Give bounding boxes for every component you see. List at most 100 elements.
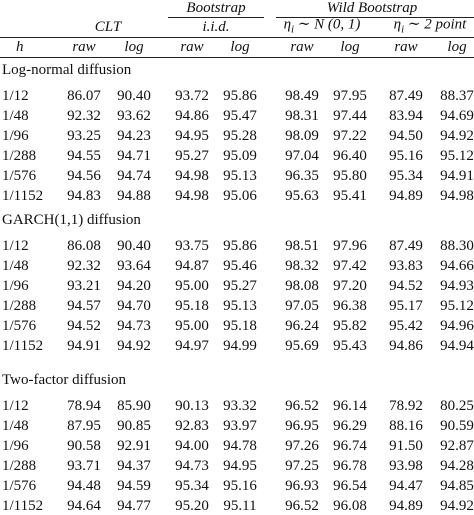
row-label: 1/1152 (2, 338, 44, 354)
method-header: i.i.d. (202, 19, 230, 35)
cell: 93.62 (117, 108, 151, 124)
rule (0, 57, 474, 58)
cell: 95.28 (223, 128, 257, 144)
cell: 97.20 (333, 278, 367, 294)
cell: 96.95 (285, 418, 319, 434)
row-label: 1/12 (2, 398, 29, 414)
row-label: 1/288 (2, 298, 37, 314)
section-title: Two-factor diffusion (2, 372, 127, 388)
cell: 94.88 (117, 188, 151, 204)
cell: 94.37 (117, 458, 151, 474)
cell: 96.54 (333, 478, 367, 494)
cell: 97.96 (333, 238, 367, 254)
cell: 94.91 (67, 338, 101, 354)
column-header: log (124, 39, 144, 55)
column-header: log (447, 39, 467, 55)
cell: 85.90 (117, 398, 151, 414)
row-label: 1/48 (2, 418, 29, 434)
cell: 95.47 (223, 108, 257, 124)
column-header: raw (180, 39, 204, 55)
cell: 95.41 (333, 188, 367, 204)
cell: 96.14 (333, 398, 367, 414)
method-header: ηi ∼ 2 point (394, 16, 467, 39)
cell: 95.80 (333, 168, 367, 184)
cell: 94.52 (67, 318, 101, 334)
row-label: 1/288 (2, 458, 37, 474)
cell: 98.31 (285, 108, 319, 124)
cell: 93.71 (67, 458, 101, 474)
cell: 96.74 (333, 438, 367, 454)
cell: 92.32 (67, 258, 101, 274)
cell: 90.85 (117, 418, 151, 434)
cell: 94.77 (117, 498, 151, 514)
cell: 94.93 (440, 278, 474, 294)
cell: 94.74 (117, 168, 151, 184)
cell: 94.57 (67, 298, 101, 314)
cell: 94.97 (175, 338, 209, 354)
cell: 96.35 (285, 168, 319, 184)
cell: 94.64 (67, 498, 101, 514)
group-header: Wild Bootstrap (326, 0, 418, 16)
cell: 91.50 (389, 438, 423, 454)
cell: 94.98 (440, 188, 474, 204)
method-part: ∼ 2 point (404, 16, 467, 33)
method-part: i (401, 23, 405, 36)
row-label: 1/96 (2, 278, 29, 294)
cell: 95.17 (389, 298, 423, 314)
cell: 94.83 (67, 188, 101, 204)
cell: 90.40 (117, 88, 151, 104)
cell: 92.87 (440, 438, 474, 454)
column-header: raw (394, 39, 418, 55)
cell: 95.86 (223, 88, 257, 104)
cell: 94.87 (175, 258, 209, 274)
cell: 92.91 (117, 438, 151, 454)
cell: 96.08 (333, 498, 367, 514)
cell: 78.92 (389, 398, 423, 414)
cell: 90.13 (175, 398, 209, 414)
cell: 94.73 (117, 318, 151, 334)
cell: 88.30 (440, 238, 474, 254)
cell: 93.83 (389, 258, 423, 274)
cell: 94.89 (389, 498, 423, 514)
method-header: ηi ∼ N (0, 1) (284, 16, 361, 39)
row-label: 1/1152 (2, 188, 44, 204)
section-title: Log-normal diffusion (2, 62, 132, 78)
cell: 94.28 (440, 458, 474, 474)
cell: 94.99 (223, 338, 257, 354)
cell: 94.86 (389, 338, 423, 354)
cell: 86.07 (67, 88, 101, 104)
cell: 95.34 (389, 168, 423, 184)
cell: 97.42 (333, 258, 367, 274)
cell: 97.25 (285, 458, 319, 474)
cell: 94.56 (67, 168, 101, 184)
cell: 94.69 (440, 108, 474, 124)
cell: 90.58 (67, 438, 101, 454)
cell: 87.49 (389, 88, 423, 104)
cell: 94.92 (440, 128, 474, 144)
cell: 95.13 (223, 168, 257, 184)
row-label: 1/12 (2, 238, 29, 254)
cell: 95.27 (175, 148, 209, 164)
cell: 95.16 (223, 478, 257, 494)
cell: 95.11 (223, 498, 257, 514)
cell: 94.59 (117, 478, 151, 494)
cell: 94.20 (117, 278, 151, 294)
cell: 95.69 (285, 338, 319, 354)
cell: 94.73 (175, 458, 209, 474)
cell: 95.43 (333, 338, 367, 354)
row-label: 1/48 (2, 108, 29, 124)
cell: 95.82 (333, 318, 367, 334)
cell: 96.52 (285, 498, 319, 514)
cell: 95.20 (175, 498, 209, 514)
cell: 93.75 (175, 238, 209, 254)
cell: 96.24 (285, 318, 319, 334)
row-label: 1/96 (2, 128, 29, 144)
cell: 94.98 (175, 188, 209, 204)
cell: 95.46 (223, 258, 257, 274)
row-label: 1/1152 (2, 498, 44, 514)
cell: 94.47 (389, 478, 423, 494)
cell: 94.52 (389, 278, 423, 294)
cell: 97.22 (333, 128, 367, 144)
cell: 96.40 (333, 148, 367, 164)
